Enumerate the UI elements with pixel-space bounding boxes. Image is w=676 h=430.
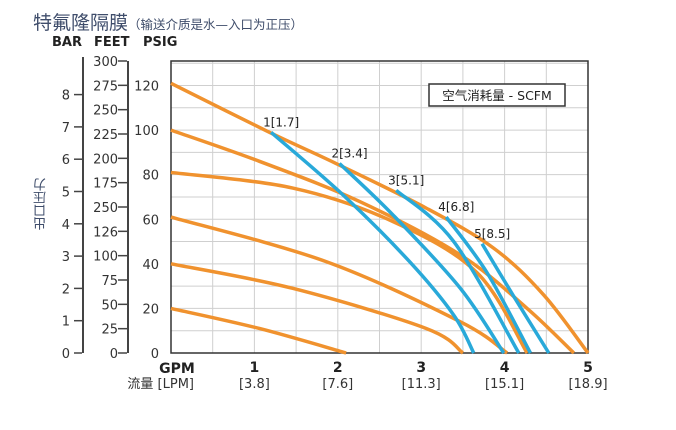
feet-tick-label: 75 <box>101 274 118 289</box>
psig-tick-label: 60 <box>142 213 159 228</box>
feet-tick-label: 250 <box>93 201 118 216</box>
x-tick-lpm: [11.3] <box>402 377 441 392</box>
air-curve-3 <box>395 188 521 354</box>
psig-tick-label: 120 <box>134 80 159 95</box>
bar-tick-label: 8 <box>62 89 70 104</box>
feet-tick-label: 50 <box>101 298 118 313</box>
pressure-curve-3 <box>170 170 529 354</box>
x-tick-lpm: [15.1] <box>485 377 524 392</box>
air-curve-5 <box>480 242 551 354</box>
feet-tick-label: 175 <box>93 177 118 192</box>
legend-text: 空气消耗量 - SCFM <box>442 88 552 103</box>
psig-tick-label: 20 <box>142 302 159 317</box>
bar-tick-label: 7 <box>62 121 70 136</box>
psig-tick-label: 0 <box>151 347 159 362</box>
feet-tick-label: 300 <box>93 55 118 70</box>
x-tick-lpm: [7.6] <box>322 377 353 392</box>
bar-tick-label: 6 <box>62 153 70 168</box>
title-text: 特氟隆隔膜 <box>33 12 129 34</box>
psig-tick-label: 80 <box>142 169 159 184</box>
bar-tick-label: 1 <box>62 315 70 330</box>
air-curve-label: 2[3.4] <box>331 147 367 161</box>
air-curve-2 <box>338 162 506 354</box>
psig-tick-label: 40 <box>142 258 159 273</box>
x-tick-gpm: 3 <box>416 360 426 376</box>
feet-tick-label: 100 <box>93 250 118 265</box>
air-curve-label: 4[6.8] <box>438 200 474 214</box>
pressure-curve-6 <box>170 306 347 355</box>
feet-tick-label: 126 <box>93 225 118 240</box>
x-tick-gpm: 2 <box>333 360 343 376</box>
psig-axis-head: PSIG <box>143 35 178 50</box>
x-tick-gpm: 1 <box>250 360 260 376</box>
air-curve-label: 1[1.7] <box>263 115 299 129</box>
subtitle-text: （输送介质是水—入口为正压） <box>128 17 304 32</box>
pressure-curve-4 <box>170 215 509 355</box>
feet-tick-label: 200 <box>93 152 118 167</box>
air-curve-label: 5[8.5] <box>474 227 510 241</box>
bar-tick-label: 4 <box>62 218 70 233</box>
feet-tick-label: 25 <box>101 323 118 338</box>
bar-axis-head: BAR <box>52 35 82 50</box>
feet-tick-label: 275 <box>93 79 118 94</box>
chart-title: 特氟隆隔膜（输送介质是水—入口为正压） <box>33 8 303 35</box>
feet-tick-label: 225 <box>93 128 118 143</box>
air-curve-1 <box>269 131 476 354</box>
psig-tick-label: 100 <box>134 124 159 139</box>
feet-axis-head: FEET <box>94 35 130 50</box>
bar-tick-label: 2 <box>62 282 70 297</box>
x-tick-lpm: [18.9] <box>568 377 607 392</box>
feet-tick-label: 250 <box>93 104 118 119</box>
feet-tick-label: 0 <box>110 347 118 362</box>
x-tick-lpm: [3.8] <box>239 377 270 392</box>
legend-box <box>428 83 566 107</box>
x-axis-title-secondary: 流量 [LPM] <box>127 377 194 392</box>
x-tick-gpm: 4 <box>500 360 510 376</box>
pressure-curve-1 <box>170 81 590 355</box>
air-curve-4 <box>444 215 532 354</box>
bar-tick-label: 0 <box>62 347 70 362</box>
x-tick-gpm: 5 <box>583 360 593 376</box>
pressure-curve-5 <box>170 262 464 355</box>
x-axis-title: GPM <box>159 361 195 377</box>
bar-tick-label: 5 <box>62 186 70 201</box>
air-curve-label: 3[5.1] <box>388 173 424 187</box>
plot-frame <box>170 60 589 354</box>
bar-tick-label: 3 <box>62 250 70 265</box>
